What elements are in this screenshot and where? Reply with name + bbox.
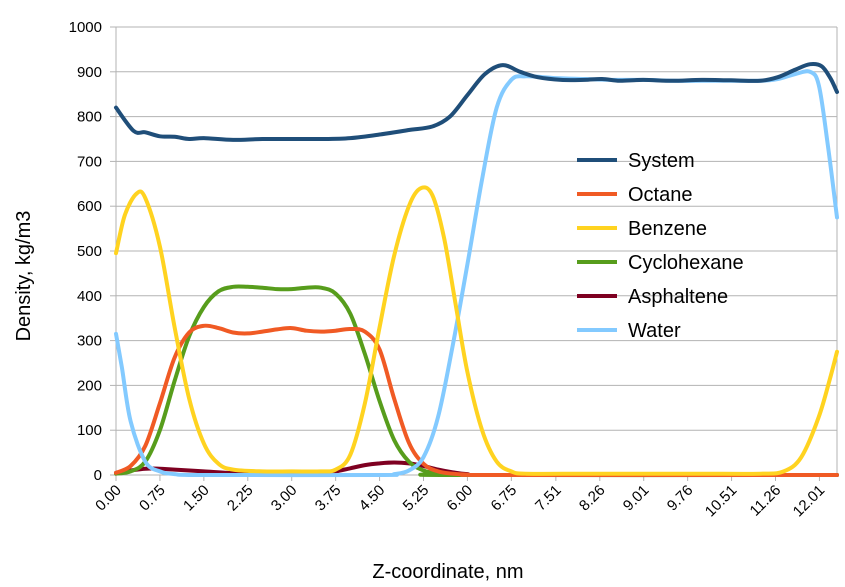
legend-label-benzene: Benzene — [628, 218, 707, 240]
y-tick-label: 400 — [77, 288, 102, 305]
legend-label-water: Water — [628, 320, 681, 342]
y-tick-label: 800 — [77, 109, 102, 126]
x-tick-label: 4.50 — [356, 482, 389, 515]
y-tick-label: 0 — [94, 467, 102, 484]
x-tick-label: 8.26 — [576, 482, 609, 515]
x-tick-label: 6.00 — [444, 482, 477, 515]
x-tick-label: 5.25 — [400, 482, 433, 515]
y-tick-label: 1000 — [69, 19, 102, 36]
y-tick-labels: 0 100 200 300 400 500 600 700 800 900 1000 — [69, 19, 102, 484]
y-tick-label: 500 — [77, 243, 102, 260]
x-tick-label: 2.25 — [224, 482, 257, 515]
x-tick-label: 9.01 — [620, 482, 653, 515]
y-tick-label: 100 — [77, 422, 102, 439]
y-tick-label: 700 — [77, 153, 102, 170]
grid-lines — [116, 26, 837, 431]
y-tick-label: 200 — [77, 377, 102, 394]
x-tick-label: 12.01 — [790, 482, 829, 521]
x-tick-label: 1.50 — [180, 482, 213, 515]
legend: System Octane Benzene Cyclohexane Asphaltene… — [577, 150, 744, 342]
y-axis-title: Density, kg/m3 — [13, 211, 35, 342]
x-tick-labels: 0.00 0.75 1.50 2.25 3.00 3.75 4.50 5.25 6.00 6.75… — [92, 482, 828, 521]
series-line-cyclohexane — [114, 284, 839, 478]
x-tick-label: 7.51 — [532, 482, 565, 515]
series-line-benzene — [114, 185, 839, 476]
series-lines — [114, 61, 839, 478]
y-tick-label: 900 — [77, 64, 102, 81]
x-tick-label: 9.76 — [664, 482, 697, 515]
x-axis-title: Z-coordinate, nm — [372, 561, 523, 583]
x-tick-label: 11.26 — [747, 482, 785, 520]
x-tick-label: 0.75 — [136, 482, 169, 515]
x-tick-label: 10.51 — [702, 482, 741, 521]
legend-label-octane: Octane — [628, 184, 692, 206]
series-line-octane — [114, 323, 839, 478]
legend-label-cyclohexane: Cyclohexane — [628, 252, 744, 274]
x-tick-label: 6.75 — [488, 482, 521, 515]
x-tick-label: 3.00 — [268, 482, 301, 515]
y-tick-label: 300 — [77, 333, 102, 350]
x-tick-label: 3.75 — [312, 482, 345, 515]
series-line-system — [114, 61, 839, 142]
y-tick-label: 600 — [77, 198, 102, 215]
legend-label-system: System — [628, 150, 695, 172]
x-tick-label: 0.00 — [92, 482, 125, 515]
legend-label-asphaltene: Asphaltene — [628, 286, 728, 308]
